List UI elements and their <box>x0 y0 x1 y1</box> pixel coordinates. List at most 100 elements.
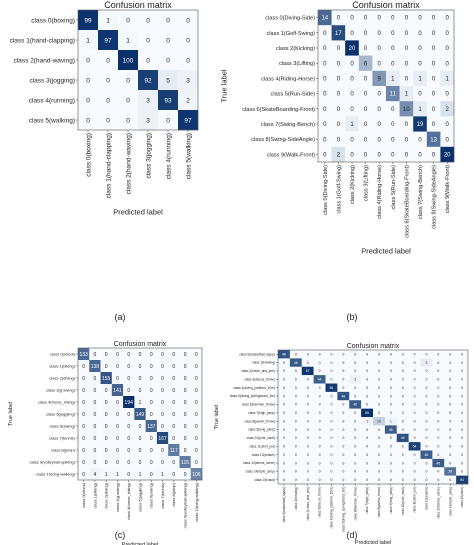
cell-value: 0 <box>295 352 297 356</box>
cell-value: 0 <box>461 361 463 365</box>
cell-value: 0 <box>432 46 436 52</box>
cell-value: 0 <box>432 31 436 37</box>
heatmap-cell <box>444 358 457 367</box>
x-axis-label: Predicted label <box>361 247 411 256</box>
y-tick-label: class 1(bowling) <box>252 361 275 365</box>
heatmap-cell <box>331 131 346 147</box>
heatmap-cell <box>123 384 135 397</box>
heatmap-cell <box>384 383 397 393</box>
heatmap-cell <box>168 372 180 385</box>
heatmap-cell <box>100 360 113 373</box>
heatmap-cell <box>89 360 101 373</box>
cell-value: 0 <box>172 424 175 430</box>
heatmap-cell <box>440 86 455 102</box>
cell-value: 0 <box>418 61 422 67</box>
x-tick-label: class 1(biking) <box>92 482 97 508</box>
heatmap-cell <box>386 86 400 102</box>
heatmap-cell <box>158 30 179 51</box>
cell-value: 0 <box>378 386 380 390</box>
heatmap-cell <box>396 458 409 468</box>
heatmap-cell <box>89 444 101 457</box>
heatmap-cell <box>373 350 386 359</box>
cell-value: 0 <box>337 107 341 113</box>
cell-value: 0 <box>354 352 356 356</box>
heatmap-cell <box>111 456 124 469</box>
cell-value: 0 <box>405 153 409 159</box>
heatmap-cell <box>78 70 99 91</box>
heatmap-cell <box>444 408 457 418</box>
cell-value: 0 <box>391 46 395 52</box>
cell-value: 0 <box>390 378 392 382</box>
heatmap-cell <box>337 425 350 434</box>
heatmap-cell <box>289 383 302 393</box>
cell-value: 0 <box>437 428 439 432</box>
heatmap-cell <box>100 372 113 385</box>
cell-value: 0 <box>337 92 341 98</box>
heatmap-cell <box>432 450 445 460</box>
heatmap-cell <box>361 383 374 393</box>
heatmap-cell <box>100 408 113 421</box>
heatmap-cell <box>396 450 409 460</box>
heatmap-cell <box>134 384 146 397</box>
cell-value: 0 <box>402 378 404 382</box>
heatmap-cell <box>432 375 445 384</box>
heatmap-cell <box>331 25 346 41</box>
y-tick-label: class 3(discus_throw) <box>244 377 275 381</box>
cell-value: 0 <box>105 412 108 418</box>
heatmap-cell <box>420 433 433 443</box>
heatmap-cell <box>413 25 427 41</box>
cell-value: 0 <box>449 419 451 423</box>
heatmap-cell <box>396 433 409 443</box>
heatmap-cell <box>373 408 386 418</box>
heatmap-cell <box>399 146 414 163</box>
heatmap-cell <box>361 366 374 376</box>
x-tick-label: class 12(snatch) <box>425 487 429 510</box>
heatmap-cell <box>145 360 158 373</box>
cell-value: 115 <box>181 460 189 466</box>
cell-value: 0 <box>184 364 187 370</box>
heatmap-cell <box>456 383 469 393</box>
cell-value: 0 <box>405 31 409 37</box>
cell-value: 0 <box>146 17 150 24</box>
heatmap-cell <box>456 358 469 367</box>
cell-value: 0 <box>414 453 416 457</box>
x-tick-label: class 4(running) <box>165 133 172 179</box>
subfigure-caption: (d) <box>347 530 358 540</box>
heatmap-cell <box>384 350 397 359</box>
cell-value: 9 <box>378 77 382 83</box>
cell-value: 0 <box>283 378 285 382</box>
cell-value: 0 <box>390 403 392 407</box>
heatmap-cell <box>278 350 291 359</box>
cell-value: 0 <box>437 478 439 482</box>
heatmap-cell <box>361 475 374 485</box>
heatmap-cell <box>384 408 397 418</box>
cell-value: 0 <box>161 364 164 370</box>
cell-value: 0 <box>295 453 297 457</box>
heatmap-cell <box>111 384 124 397</box>
cell-value: 0 <box>283 361 285 365</box>
cell-value: 0 <box>402 369 404 373</box>
cell-value: 0 <box>319 419 321 423</box>
heatmap-cell <box>301 408 314 418</box>
heatmap-cell <box>399 86 414 102</box>
cell-value: 0 <box>418 46 422 52</box>
cell-value: 0 <box>139 364 142 370</box>
heatmap-cell <box>278 450 291 460</box>
heatmap-cell <box>325 425 338 434</box>
cell-value: 0 <box>139 460 142 466</box>
cell-value: 0 <box>418 31 422 37</box>
cell-value: 0 <box>82 364 85 370</box>
cell-value: 0 <box>295 470 297 474</box>
heatmap-cell <box>349 408 362 418</box>
y-tick-label: class 5(diving_springboard_3m) <box>230 394 275 398</box>
cell-value: 0 <box>295 378 297 382</box>
heatmap-cell <box>158 90 179 111</box>
cell-value: 2 <box>446 107 450 113</box>
cell-value: 3 <box>425 361 427 365</box>
heatmap-cell <box>372 25 387 41</box>
heatmap-cell <box>345 55 359 71</box>
heatmap-cell <box>432 475 445 485</box>
x-tick-label: class 4(Riding-Horse) <box>377 165 383 219</box>
cell-value: 1 <box>105 472 108 478</box>
cell-value: 0 <box>366 386 368 390</box>
